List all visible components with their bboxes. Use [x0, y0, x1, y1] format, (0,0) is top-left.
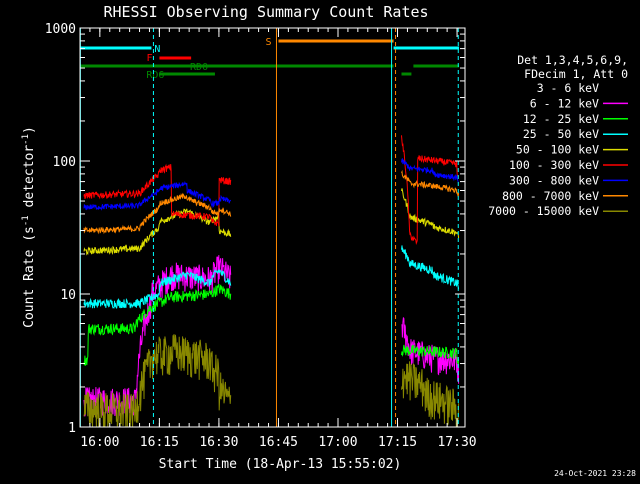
- data-layer: [83, 135, 460, 428]
- legend-label: 25 - 50 keV: [523, 127, 599, 141]
- series-line-9: [83, 334, 460, 428]
- series-line-3: [83, 283, 460, 366]
- flag-label-f: F: [146, 53, 152, 64]
- legend-label: 300 - 800 keV: [509, 173, 599, 187]
- chart-title: RHESSI Observing Summary Count Rates: [103, 3, 428, 21]
- x-tick-label: 16:45: [259, 435, 298, 450]
- legend: Det 1,3,4,5,6,9,FDecim 1, Att 03 - 6 keV…: [488, 53, 628, 218]
- flag-label-s: S: [266, 37, 272, 48]
- legend-label: 100 - 300 keV: [509, 158, 599, 172]
- y-axis-label: Count Rate (s-1 detector-1): [21, 126, 37, 328]
- y-tick-label: 1000: [45, 22, 76, 37]
- x-axis-label: Start Time (18-Apr-13 15:55:02): [159, 457, 402, 472]
- y-tick-label: 10: [60, 288, 76, 303]
- x-tick-label: 17:15: [378, 435, 417, 450]
- legend-header: Det 1,3,4,5,6,9,: [517, 53, 628, 67]
- axis-layer: 1 10 100 1000 16:00 16:15 16:30 16:45 17:00 17:15…: [45, 22, 477, 450]
- legend-label: 12 - 25 keV: [523, 112, 599, 126]
- y-tick-label: 100: [53, 155, 76, 170]
- plot-frame: [79, 27, 466, 428]
- generation-timestamp: 24-Oct-2021 23:28: [554, 469, 636, 478]
- y-tick-label: 1: [68, 421, 76, 436]
- legend-label: 50 - 100 keV: [516, 143, 599, 157]
- flag-label-rd0: RD0: [190, 62, 208, 73]
- series-line-7: [83, 157, 459, 211]
- legend-label: 800 - 7000 keV: [502, 189, 599, 203]
- flag-label-n: N: [154, 44, 160, 55]
- series-line-4: [83, 245, 460, 310]
- flag-label-rd6: RD6: [146, 70, 164, 81]
- flag-layer: NF RD0 RD6 S: [79, 28, 460, 427]
- legend-label: 6 - 12 keV: [530, 96, 599, 110]
- legend-label: 3 - 6 keV: [537, 81, 599, 95]
- series-line-6: [83, 135, 459, 245]
- series-line-5: [83, 188, 460, 256]
- x-tick-label: 17:00: [318, 435, 357, 450]
- svg-text:Count Rate (s-1 detector-1): Count Rate (s-1 detector-1): [21, 126, 37, 328]
- x-tick-label: 16:15: [140, 435, 179, 450]
- x-tick-label: 16:00: [80, 435, 119, 450]
- x-tick-label: 16:30: [199, 435, 238, 450]
- series-line-8: [83, 169, 460, 235]
- legend-header: FDecim 1, Att 0: [524, 67, 628, 81]
- legend-label: 7000 - 15000 keV: [488, 204, 599, 218]
- x-tick-label: 17:30: [437, 435, 476, 450]
